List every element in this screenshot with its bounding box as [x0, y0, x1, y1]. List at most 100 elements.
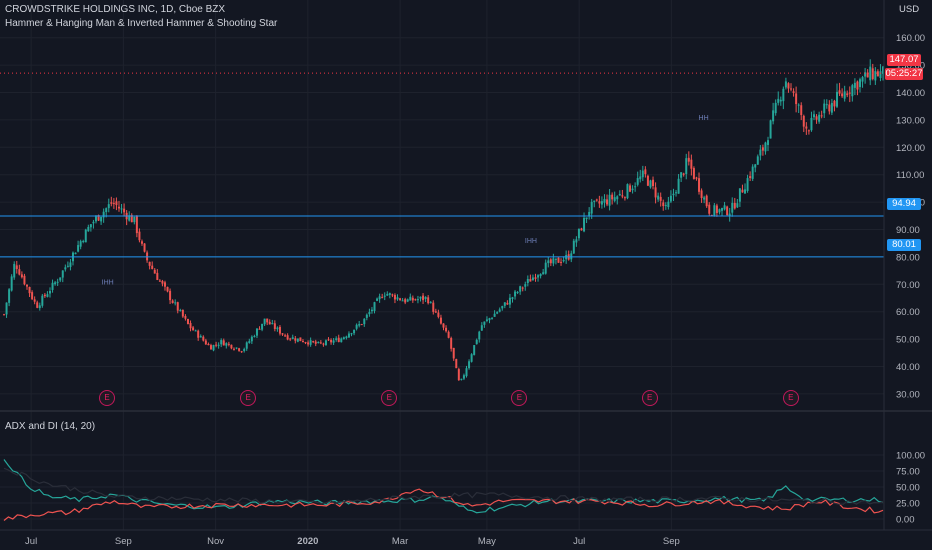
candle-body — [163, 282, 166, 287]
candle-body — [583, 217, 586, 232]
candle-body — [859, 79, 862, 88]
candle-body — [212, 345, 215, 351]
candle-body — [813, 114, 816, 118]
candle-body — [156, 272, 159, 280]
candle-body — [631, 188, 634, 191]
candle-body — [33, 299, 36, 302]
candle-body — [253, 336, 256, 338]
x-tick-label: Sep — [663, 536, 680, 547]
candle-body — [327, 339, 330, 341]
candle-body — [595, 199, 598, 201]
candle-body — [825, 104, 828, 106]
candle-body — [700, 190, 703, 199]
candle-body — [317, 342, 320, 344]
candle-body — [61, 270, 64, 278]
candle-body — [79, 241, 82, 247]
candle-body — [539, 273, 542, 277]
candle-body — [411, 297, 414, 301]
candle-body — [171, 300, 174, 303]
earnings-badge[interactable]: E — [641, 390, 658, 406]
candle-body — [876, 71, 879, 77]
candle-body — [301, 340, 304, 343]
candle-body — [273, 323, 276, 329]
earnings-badge[interactable]: E — [782, 390, 799, 406]
indicator-tick-label: 75.00 — [896, 467, 920, 478]
candle-body — [59, 277, 62, 281]
candle-body — [92, 221, 95, 224]
candle-body — [506, 302, 509, 305]
candle-body — [15, 265, 18, 269]
candle-body — [245, 342, 248, 349]
candle-body — [115, 201, 118, 206]
candle-body — [685, 158, 688, 175]
candle-body — [140, 241, 143, 244]
candle-body — [133, 216, 136, 223]
candle-body — [230, 344, 233, 349]
x-tick-label: 2020 — [297, 536, 318, 547]
candle-body — [764, 142, 767, 152]
candle-body — [266, 318, 269, 323]
candle-body — [281, 333, 284, 335]
candle-body — [736, 203, 739, 208]
y-tick-label: 40.00 — [896, 362, 920, 373]
y-tick-label: 60.00 — [896, 307, 920, 318]
candle-body — [626, 184, 629, 199]
candle-body — [807, 130, 810, 132]
candle-body — [393, 295, 396, 300]
candle-body — [475, 339, 478, 345]
candle-body — [577, 228, 580, 239]
candle-body — [618, 193, 621, 196]
candle-body — [521, 287, 524, 289]
candle-body — [623, 197, 626, 199]
candle-body — [199, 336, 202, 338]
earnings-badge[interactable]: E — [511, 390, 528, 406]
candle-body — [153, 269, 156, 274]
candle-body — [784, 81, 787, 88]
candle-body — [452, 347, 455, 359]
candle-body — [754, 164, 757, 168]
candle-body — [432, 302, 435, 312]
candle-body — [437, 312, 440, 317]
candle-body — [641, 170, 644, 178]
candle-body — [710, 214, 713, 216]
candle-body — [721, 208, 724, 211]
candle-body — [552, 258, 555, 264]
candle-body — [800, 105, 803, 116]
candle-body — [324, 340, 327, 345]
candle-body — [537, 275, 540, 278]
candle-body — [166, 286, 169, 292]
candle-body — [810, 117, 813, 131]
candle-body — [560, 261, 563, 263]
candle-body — [447, 331, 450, 338]
candle-body — [468, 361, 471, 369]
candle-body — [135, 216, 138, 234]
candle-body — [498, 309, 501, 312]
candle-body — [746, 178, 749, 191]
candle-body — [779, 99, 782, 102]
candle-body — [652, 179, 655, 187]
candle-body — [43, 294, 46, 297]
candle-body — [151, 265, 154, 269]
candle-body — [836, 91, 839, 107]
candle-body — [871, 68, 874, 80]
candle-body — [143, 243, 146, 252]
earnings-badge[interactable]: E — [240, 390, 257, 406]
candle-body — [10, 276, 13, 291]
candle-body — [874, 71, 877, 81]
candle-body — [713, 205, 716, 216]
candle-body — [782, 88, 785, 102]
candle-body — [526, 278, 529, 284]
candle-body — [373, 302, 376, 311]
candle-body — [508, 297, 511, 305]
candle-body — [534, 277, 537, 279]
candle-body — [473, 345, 476, 355]
candle-body — [220, 340, 223, 345]
candle-body — [616, 196, 619, 200]
candle-body — [427, 297, 430, 304]
candle-body — [169, 290, 172, 301]
candle-body — [442, 323, 445, 328]
earnings-badge[interactable]: E — [381, 390, 398, 406]
earnings-badge[interactable]: E — [99, 390, 116, 406]
study-title: Hammer & Hanging Man & Inverted Hammer &… — [5, 18, 278, 29]
